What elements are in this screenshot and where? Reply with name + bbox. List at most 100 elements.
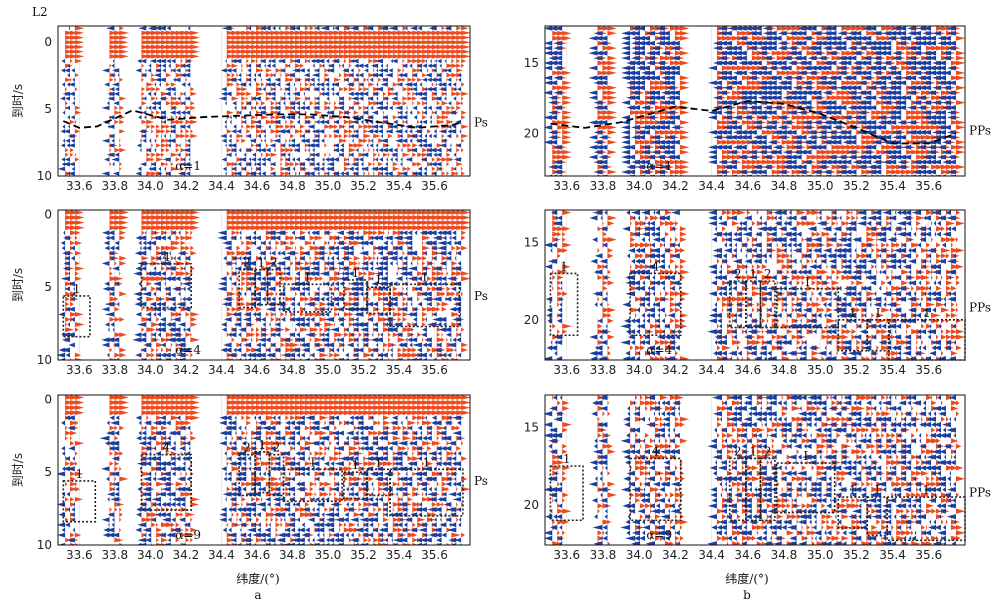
wiggle-lobe bbox=[156, 157, 164, 162]
wiggle-lobe bbox=[226, 522, 229, 528]
wiggle-lobe bbox=[285, 171, 291, 176]
wiggle-lobe bbox=[151, 143, 154, 148]
wiggle-lobe bbox=[290, 210, 300, 215]
wiggle-lobe bbox=[161, 266, 165, 271]
wiggle-lobe bbox=[228, 77, 237, 83]
wiggle-lobe bbox=[410, 301, 413, 307]
wiggle-lobe bbox=[165, 72, 172, 78]
wiggle-lobe bbox=[461, 35, 470, 40]
wiggle-lobe bbox=[431, 54, 441, 59]
wiggle-lobe bbox=[292, 58, 300, 64]
wiggle-lobe bbox=[422, 235, 431, 241]
wiggle-lobe bbox=[180, 91, 184, 97]
wiggle-lobe bbox=[171, 471, 176, 477]
wiggle-lobe bbox=[241, 271, 247, 277]
wiggle-lobe bbox=[295, 63, 302, 68]
wiggle-lobe bbox=[426, 235, 429, 241]
wiggle-lobe bbox=[138, 430, 142, 436]
wiggle-lobe bbox=[358, 124, 364, 129]
x-tick-label: 34.2 bbox=[173, 363, 200, 377]
wiggle-lobe bbox=[343, 215, 354, 220]
wiggle-lobe bbox=[378, 77, 382, 83]
wiggle-lobe bbox=[218, 281, 227, 287]
wiggle-lobe bbox=[337, 101, 344, 106]
wiggle-lobe bbox=[185, 129, 190, 134]
wiggle-lobe bbox=[349, 435, 359, 441]
wiggle-lobe bbox=[373, 245, 383, 251]
wiggle-lobe bbox=[451, 271, 459, 277]
wiggle-lobe bbox=[114, 466, 119, 472]
wiggle-lobe bbox=[357, 115, 364, 120]
wiggle-lobe bbox=[253, 347, 261, 353]
wiggle-lobe bbox=[432, 255, 437, 261]
wiggle-lobe bbox=[290, 476, 296, 482]
wiggle-lobe bbox=[422, 77, 427, 83]
wiggle-lobe bbox=[236, 317, 242, 322]
wiggle-lobe bbox=[112, 58, 115, 64]
wiggle-lobe bbox=[266, 63, 271, 68]
wiggle-lobe bbox=[285, 235, 293, 241]
wiggle-lobe bbox=[406, 105, 408, 111]
wiggle-lobe bbox=[309, 161, 315, 167]
wiggle-lobe bbox=[231, 481, 237, 487]
wiggle-lobe bbox=[58, 166, 66, 172]
wiggle-lobe bbox=[428, 230, 437, 236]
wiggle-lobe bbox=[282, 286, 286, 292]
wiggle-lobe bbox=[358, 35, 369, 40]
wiggle-lobe bbox=[444, 96, 447, 101]
wiggle-lobe bbox=[436, 291, 446, 297]
wiggle-lobe bbox=[156, 311, 161, 317]
wiggle-lobe bbox=[402, 96, 408, 101]
wiggle-lobe bbox=[136, 296, 142, 302]
wiggle-lobe bbox=[448, 101, 452, 106]
wiggle-lobe bbox=[226, 250, 236, 256]
wiggle-lobe bbox=[457, 260, 462, 266]
wiggle-lobe bbox=[119, 347, 127, 353]
wiggle-lobe bbox=[334, 451, 341, 456]
wiggle-lobe bbox=[264, 542, 271, 545]
wiggle-lobe bbox=[319, 410, 329, 416]
wiggle-lobe bbox=[165, 395, 176, 400]
wiggle-lobe bbox=[436, 72, 442, 78]
wiggle-lobe bbox=[288, 496, 296, 502]
wiggle-lobe bbox=[392, 49, 403, 54]
wiggle-lobe bbox=[417, 54, 427, 59]
wiggle-lobe bbox=[412, 342, 423, 348]
wiggle-lobe bbox=[353, 220, 364, 226]
wiggle-lobe bbox=[324, 40, 334, 45]
wiggle-lobe bbox=[393, 119, 398, 125]
wiggle-lobe bbox=[348, 420, 354, 426]
wiggle-lobe bbox=[363, 77, 367, 83]
wiggle-lobe bbox=[275, 317, 281, 322]
wiggle-lobe bbox=[156, 327, 166, 333]
wiggle-lobe bbox=[168, 63, 171, 68]
wiggle-lobe bbox=[145, 537, 152, 543]
wiggle-lobe bbox=[287, 440, 291, 446]
wiggle-lobe bbox=[402, 250, 405, 256]
wiggle-lobe bbox=[340, 143, 344, 148]
wiggle-lobe bbox=[289, 357, 296, 360]
wiggle-lobe bbox=[164, 171, 171, 176]
wiggle-lobe bbox=[296, 119, 300, 125]
wiggle-lobe bbox=[422, 63, 427, 68]
wiggle-lobe bbox=[358, 445, 362, 451]
wiggle-lobe bbox=[329, 286, 332, 292]
wiggle-lobe bbox=[331, 82, 340, 87]
wiggle-lobe bbox=[109, 266, 112, 271]
traces-a3 bbox=[58, 395, 470, 545]
wiggle-lobe bbox=[370, 63, 379, 68]
wiggle-lobe bbox=[358, 86, 364, 92]
wiggle-lobe bbox=[185, 171, 191, 176]
wiggle-lobe bbox=[422, 215, 432, 220]
wiggle-lobe bbox=[69, 430, 77, 436]
wiggle-lobe bbox=[260, 82, 265, 87]
wiggle-lobe bbox=[407, 311, 418, 317]
wiggle-lobe bbox=[372, 301, 379, 307]
wiggle-lobe bbox=[378, 147, 383, 153]
wiggle-lobe bbox=[251, 143, 255, 148]
wiggle-lobe bbox=[309, 40, 319, 45]
wiggle-lobe bbox=[382, 220, 393, 226]
wiggle-lobe bbox=[68, 271, 70, 277]
wiggle-lobe bbox=[227, 471, 232, 477]
wiggle-lobe bbox=[397, 44, 408, 50]
